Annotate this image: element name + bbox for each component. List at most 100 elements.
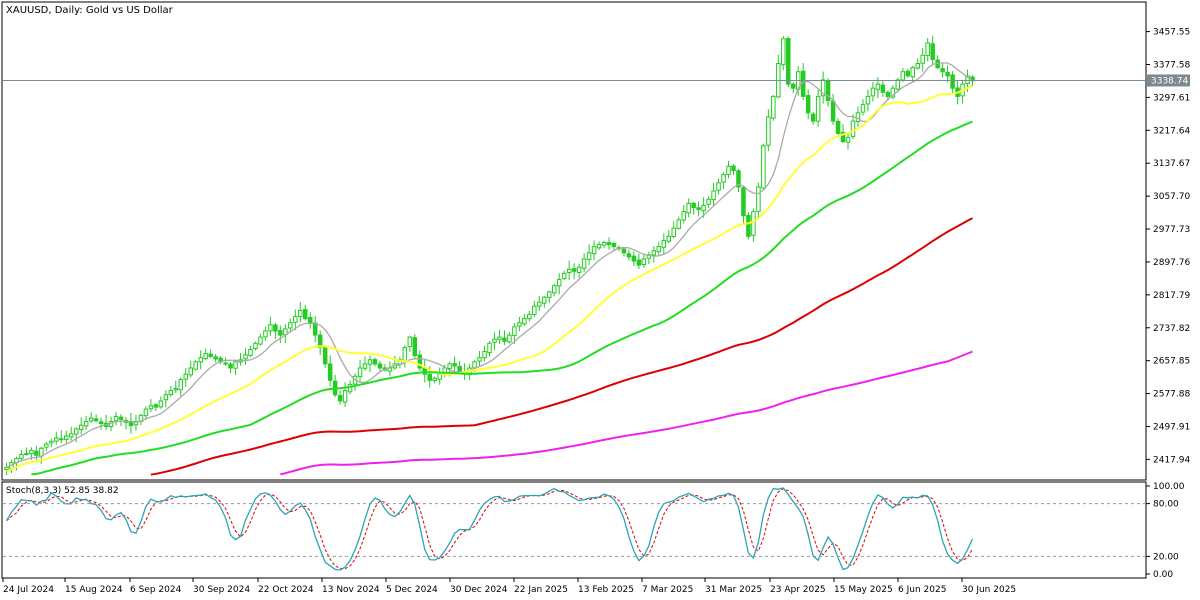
candle <box>73 427 79 443</box>
candle-body <box>258 336 263 345</box>
candle-body <box>173 388 179 391</box>
candle-body <box>487 342 492 354</box>
candle <box>203 348 208 361</box>
candle-body <box>68 433 74 438</box>
candle <box>417 350 423 371</box>
stoch-level-label: 100.00 <box>1153 482 1185 492</box>
candle-body <box>686 202 691 214</box>
candle <box>576 263 582 279</box>
candle-body <box>477 357 482 362</box>
candle <box>492 332 497 351</box>
candle-body <box>820 79 826 97</box>
candle-body <box>810 113 816 122</box>
candle <box>915 58 920 70</box>
candle-body <box>268 324 273 332</box>
candle <box>407 335 413 352</box>
candle <box>64 430 69 444</box>
candle <box>805 89 811 120</box>
candle-body <box>482 351 487 359</box>
candle <box>581 253 587 273</box>
candle-body <box>835 120 841 134</box>
candle <box>208 349 213 359</box>
candle-body <box>188 367 193 376</box>
price-tick-label: 2897.76 <box>1153 258 1190 268</box>
candle <box>372 357 378 367</box>
candle <box>761 143 766 190</box>
candle <box>422 359 428 383</box>
candle <box>771 95 776 121</box>
time-tick-label: 23 Apr 2025 <box>770 585 826 595</box>
candle-body <box>34 450 39 456</box>
time-tick-label: 22 Jan 2025 <box>514 585 568 595</box>
chart-title: XAUUSD, Daily: Gold vs US Dollar <box>6 5 174 16</box>
candle <box>288 318 293 333</box>
candle-body <box>621 248 627 254</box>
candle <box>322 345 328 368</box>
candle-body <box>233 361 238 369</box>
candle-body <box>671 227 676 237</box>
candle-body <box>113 416 119 422</box>
candle <box>940 62 945 78</box>
candle <box>561 270 567 280</box>
candle-body <box>945 71 950 77</box>
candle-body <box>24 453 29 456</box>
candle <box>860 99 866 116</box>
candle <box>68 426 74 441</box>
candle <box>601 240 607 249</box>
candle <box>591 240 597 261</box>
candle <box>736 168 741 193</box>
candle-body <box>726 165 731 175</box>
candle-body <box>198 357 203 363</box>
candle <box>910 65 915 83</box>
candle <box>885 90 891 101</box>
candle-body <box>83 421 89 427</box>
candle-body <box>4 467 9 471</box>
candle <box>432 376 437 384</box>
candle <box>213 353 218 363</box>
candle <box>870 81 876 102</box>
candle <box>123 417 129 430</box>
price-tick-label: 2737.82 <box>1153 324 1190 334</box>
candle-body <box>73 428 79 435</box>
candle-body <box>701 204 706 212</box>
candle-body <box>522 318 527 325</box>
candle <box>93 414 99 423</box>
time-tick-label: 6 Jun 2025 <box>898 585 946 595</box>
candle <box>352 373 358 391</box>
price-tick-label: 3377.58 <box>1153 60 1190 70</box>
candle-body <box>791 83 796 89</box>
candle <box>188 360 193 378</box>
candle <box>855 106 861 127</box>
candle-body <box>731 165 736 171</box>
candle <box>193 359 198 371</box>
current-price-marker: 3338.74 <box>3 74 1190 87</box>
candle-body <box>49 440 54 444</box>
candle-body <box>751 211 756 236</box>
candle <box>178 377 184 397</box>
candle <box>477 350 482 367</box>
candle <box>611 241 617 251</box>
candle <box>547 290 552 304</box>
candle-body <box>865 95 871 105</box>
candle-body <box>870 87 876 97</box>
candle-body <box>721 174 726 183</box>
candle-body <box>427 373 432 381</box>
candle <box>631 251 637 267</box>
candle-body <box>213 356 218 360</box>
candle-body <box>885 92 891 97</box>
candle <box>551 283 557 297</box>
candle-body <box>148 405 154 410</box>
candle <box>731 164 736 176</box>
candle-body <box>412 337 418 357</box>
candle-body <box>387 367 393 372</box>
candle <box>925 37 930 62</box>
candle <box>641 254 647 268</box>
candle <box>676 216 681 230</box>
candle <box>327 355 333 387</box>
stoch-level-label: 80.00 <box>1153 500 1179 510</box>
candle-body <box>158 400 164 408</box>
candle-body <box>601 242 607 246</box>
candle <box>905 68 911 78</box>
candle-body <box>362 363 368 369</box>
